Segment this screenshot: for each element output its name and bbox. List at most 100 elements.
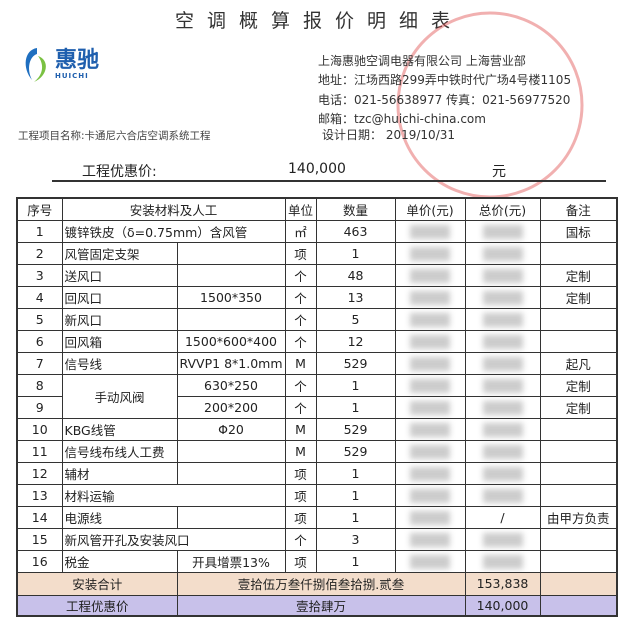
cell-remark (539, 307, 618, 331)
redacted-value (482, 290, 523, 305)
summary-amount: 153,838 (464, 571, 541, 596)
final-empty (539, 594, 618, 617)
cell-total (464, 219, 541, 243)
cell-no: 10 (16, 417, 63, 441)
cell-spec: 630*250 (176, 373, 286, 397)
cell-spec: Φ20 (176, 417, 286, 441)
table-header-row: 序号 安装材料及人工 单位 数量 单价(元) 总价(元) 备注 (16, 197, 618, 221)
date-label: 设计日期： (322, 128, 383, 142)
redacted-value (482, 466, 523, 481)
cell-unit-price (394, 461, 466, 485)
redacted-value (410, 488, 451, 503)
cell-name: 新风管开孔及安装风口 (61, 527, 286, 551)
date-value: 2019/10/31 (385, 128, 456, 142)
cell-unit-price (394, 549, 466, 573)
company-name: 上海惠驰空调电器有限公司 上海营业部 (318, 54, 526, 68)
cell-unit-price (394, 505, 466, 529)
table-row: 11 信号线布线人工费 M 529 (16, 439, 618, 463)
cell-unit-price (394, 263, 466, 287)
cell-unit: 个 (284, 263, 317, 287)
cell-total (464, 351, 541, 375)
company-logo: 惠驰 HUICHI (22, 46, 99, 84)
table-row: 9 200*200 个 1 定制 (16, 395, 618, 419)
cell-remark: 起凡 (539, 351, 618, 375)
discount-value: 140,000 (288, 161, 346, 177)
cell-spec (176, 505, 286, 529)
cell-qty: 1 (315, 395, 396, 419)
cell-no: 4 (16, 285, 63, 309)
cell-qty: 1 (315, 483, 396, 507)
table-row: 12 辅材 项 1 (16, 461, 618, 485)
cell-name: 回风箱 (61, 329, 178, 353)
cell-remark (539, 527, 618, 551)
redacted-value (482, 488, 523, 503)
cell-remark: 定制 (539, 373, 618, 397)
cell-unit: 个 (284, 395, 317, 419)
cell-name: 风管固定支架 (61, 241, 178, 265)
cell-remark (539, 417, 618, 441)
document-title: 空调概算报价明细表 (174, 10, 463, 32)
summary-label: 安装合计 (16, 571, 178, 596)
cell-total (464, 285, 541, 309)
cell-qty: 529 (315, 417, 396, 441)
redacted-value (482, 400, 523, 415)
cell-qty: 1 (315, 461, 396, 485)
table-row: 13 材料运输项 1 (16, 483, 618, 507)
cell-name: 送风口 (61, 263, 178, 287)
cell-unit: 项 (284, 241, 317, 265)
redacted-value (482, 224, 523, 239)
cell-unit: M (284, 417, 317, 441)
company-address: 地址：江场西路299弄中铁时代广场4号楼1105 (318, 73, 572, 88)
redacted-value (410, 224, 451, 239)
cell-no: 11 (16, 439, 63, 463)
cell-no: 16 (16, 549, 63, 573)
cell-remark (539, 483, 618, 507)
cell-spec: 1500*350 (176, 285, 286, 309)
header-qty: 数量 (315, 197, 396, 221)
cell-spec (176, 439, 286, 463)
cell-qty: 3 (315, 527, 396, 551)
company-email: 邮箱：tzc@huichi-china.com (318, 111, 486, 126)
redacted-value (410, 532, 451, 547)
summary-amount-words: 壹拾伍万叁仟捌佰叁拾捌.贰叁 (176, 571, 466, 596)
summary-row: 安装合计 壹拾伍万叁仟捌佰叁拾捌.贰叁 153,838 (16, 571, 618, 596)
cell-spec: 1500*600*400 (176, 329, 286, 353)
table-row: 8 手动风阀 630*250 个 1 定制 (16, 373, 618, 419)
cell-remark (539, 329, 618, 353)
redacted-value (410, 312, 451, 327)
cell-name: 电源线 (61, 505, 178, 529)
cell-no: 15 (16, 527, 63, 551)
final-price-row: 工程优惠价 壹拾肆万 140,000 (16, 594, 618, 617)
cell-remark (539, 461, 618, 485)
cell-total (464, 307, 541, 331)
cell-qty: 1 (315, 241, 396, 265)
cell-unit-price (394, 307, 466, 331)
final-label: 工程优惠价 (16, 594, 178, 617)
discount-price-line: 工程优惠价: 140,000 元 (52, 160, 606, 182)
cell-no: 5 (16, 307, 63, 331)
cell-unit: M (284, 439, 317, 463)
final-amount-words: 壹拾肆万 (176, 594, 466, 617)
redacted-value (410, 356, 451, 371)
redacted-value (482, 532, 523, 547)
table-row: 14 电源线 项 1 /由甲方负责 (16, 505, 618, 529)
redacted-value (482, 554, 523, 569)
cell-unit: 个 (284, 373, 317, 397)
cell-unit-price (394, 483, 466, 507)
cell-qty: 12 (315, 329, 396, 353)
cell-unit: 项 (284, 483, 317, 507)
cell-unit: ㎡ (284, 219, 317, 243)
cell-remark: 由甲方负责 (539, 505, 618, 529)
cell-qty: 1 (315, 549, 396, 573)
cell-unit: M (284, 351, 317, 375)
cell-no: 3 (16, 263, 63, 287)
redacted-value (410, 466, 451, 481)
logo-text-en: HUICHI (55, 72, 89, 80)
table-row: 7 信号线 RVVP1 8*1.0mm M 529 起凡 (16, 351, 618, 375)
cell-name: 回风口 (61, 285, 178, 309)
cell-unit: 个 (284, 329, 317, 353)
company-info: 上海惠驰空调电器有限公司 上海营业部 地址：江场西路299弄中铁时代广场4号楼1… (318, 52, 571, 129)
table-row: 4 回风口 1500*350 个 13 定制 (16, 285, 618, 309)
cell-no: 6 (16, 329, 63, 353)
cell-remark (539, 549, 618, 573)
